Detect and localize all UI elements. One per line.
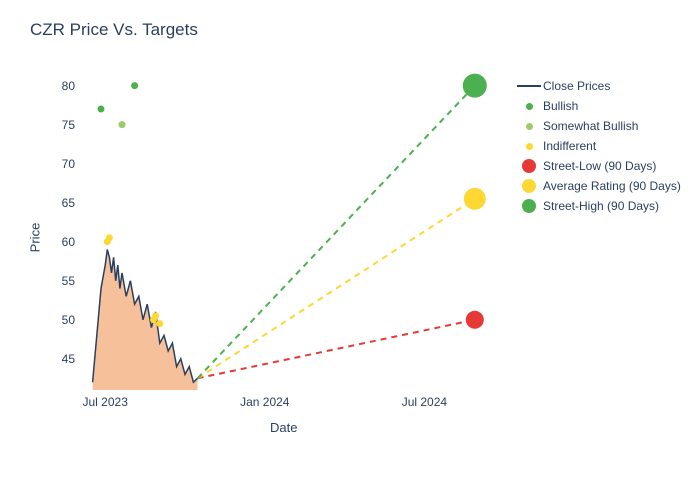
plot-area [80, 70, 500, 390]
y-tick-label: 70 [45, 157, 75, 171]
legend-label: Bullish [543, 99, 578, 113]
legend-item: Close Prices [515, 78, 681, 94]
chart-title: CZR Price Vs. Targets [30, 20, 198, 40]
chart-svg [80, 70, 500, 390]
street-low-marker [466, 311, 484, 329]
legend-swatch [515, 123, 543, 130]
indifferent-dot [152, 312, 159, 319]
legend-label: Average Rating (90 Days) [543, 179, 681, 193]
legend-swatch [515, 143, 543, 150]
street-low-line [198, 320, 475, 379]
y-tick-label: 75 [45, 118, 75, 132]
legend-swatch [515, 159, 543, 173]
y-tick-label: 65 [45, 196, 75, 210]
legend-item: Street-High (90 Days) [515, 198, 681, 214]
indifferent-dot [156, 320, 163, 327]
x-tick-label: Jul 2024 [394, 395, 454, 409]
legend-swatch [515, 199, 543, 213]
legend-line-icon [517, 85, 541, 87]
y-tick-label: 45 [45, 352, 75, 366]
legend-dot-icon [522, 179, 536, 193]
y-axis-label: Price [27, 223, 42, 253]
bullish-dot [131, 82, 138, 89]
legend-swatch [515, 85, 543, 87]
y-tick-label: 50 [45, 313, 75, 327]
legend-item: Bullish [515, 98, 681, 114]
legend-swatch [515, 179, 543, 193]
legend-item: Average Rating (90 Days) [515, 178, 681, 194]
y-tick-label: 80 [45, 79, 75, 93]
indifferent-dot [106, 234, 113, 241]
legend-label: Close Prices [543, 79, 610, 93]
legend-dot-icon [522, 199, 536, 213]
legend-item: Street-Low (90 Days) [515, 158, 681, 174]
x-tick-label: Jan 2024 [235, 395, 295, 409]
x-axis-label: Date [270, 420, 297, 435]
average-rating-line [198, 199, 475, 379]
x-tick-label: Jul 2023 [75, 395, 135, 409]
street-high-line [198, 86, 475, 379]
price-area [93, 250, 198, 390]
legend-item: Indifferent [515, 138, 681, 154]
somewhat-bullish-dot [119, 121, 126, 128]
y-tick-label: 60 [45, 235, 75, 249]
legend-dot-icon [526, 103, 533, 110]
legend-item: Somewhat Bullish [515, 118, 681, 134]
legend-label: Indifferent [543, 139, 596, 153]
legend-dot-icon [526, 123, 533, 130]
legend-dot-icon [526, 143, 533, 150]
average-rating-marker [464, 188, 486, 210]
legend-label: Street-High (90 Days) [543, 199, 659, 213]
legend-label: Somewhat Bullish [543, 119, 638, 133]
bullish-dot [98, 106, 105, 113]
street-high-marker [463, 74, 487, 98]
y-tick-label: 55 [45, 274, 75, 288]
legend: Close Prices Bullish Somewhat Bullish Indif… [515, 78, 681, 218]
legend-label: Street-Low (90 Days) [543, 159, 656, 173]
legend-swatch [515, 103, 543, 110]
legend-dot-icon [522, 159, 536, 173]
